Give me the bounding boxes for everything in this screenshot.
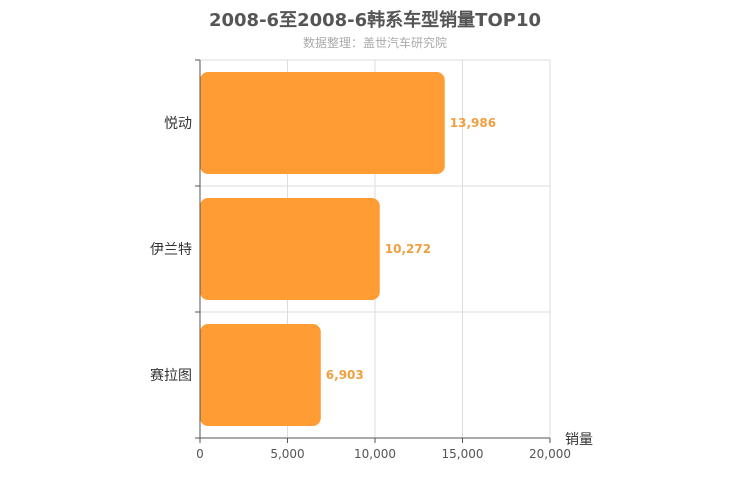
bar-2	[200, 198, 380, 300]
x-tick-label: 5,000	[270, 447, 304, 461]
data-label-1: 13,986	[450, 116, 496, 130]
x-tick-label: 15,000	[442, 447, 484, 461]
bar-3	[200, 324, 321, 426]
chart-subtitle: 数据整理：盖世汽车研究院	[302, 36, 447, 50]
bar-1	[200, 72, 445, 174]
x-tick-label: 0	[196, 447, 204, 461]
category-label-3: 赛拉图	[150, 368, 192, 384]
category-label-2: 伊兰特	[150, 242, 192, 258]
chart-title: 2008-6至2008-6韩系车型销量TOP10	[208, 10, 541, 31]
x-axis-title: 销量	[565, 432, 593, 448]
category-label-1: 悦动	[164, 116, 192, 132]
x-tick-label: 10,000	[354, 447, 396, 461]
x-tick-label: 20,000	[529, 447, 571, 461]
data-label-2: 10,272	[385, 242, 431, 256]
data-label-3: 6,903	[326, 368, 364, 382]
